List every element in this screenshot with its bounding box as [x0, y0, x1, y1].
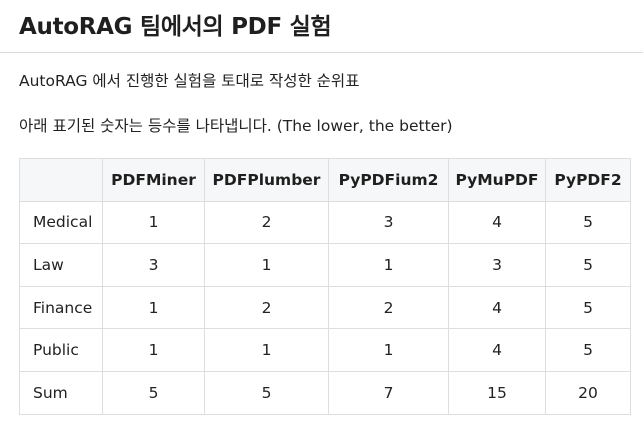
- table-cell: 5: [545, 200, 631, 245]
- table-cell: 1: [102, 285, 205, 330]
- header-cell-pypdf2: PyPDF2: [545, 158, 631, 202]
- page-title: AutoRAG 팀에서의 PDF 실험: [19, 14, 332, 40]
- table-cell: 5: [545, 328, 631, 372]
- table-cell: 7: [328, 370, 449, 415]
- table-cell: 5: [545, 243, 631, 287]
- header-cell-pdfminer: PDFMiner: [102, 158, 205, 202]
- table-row: Public 1 1 1 4 5: [19, 328, 631, 372]
- table-cell: 4: [448, 200, 546, 245]
- table-cell: 15: [448, 370, 546, 415]
- table-cell: 2: [204, 285, 329, 330]
- table-cell: 5: [204, 370, 329, 415]
- table-cell: 3: [448, 243, 546, 287]
- table-cell: 20: [545, 370, 631, 415]
- table-row: Sum 5 5 7 15 20: [19, 370, 631, 415]
- ranking-table: PDFMiner PDFPlumber PyPDFium2 PyMuPDF Py…: [19, 158, 631, 415]
- table-cell: 2: [204, 200, 329, 245]
- table-cell: 3: [102, 243, 205, 287]
- table-row: Law 3 1 1 3 5: [19, 243, 631, 287]
- intro-paragraph: AutoRAG 에서 진행한 실험을 토대로 작성한 순위표: [19, 72, 360, 90]
- table-cell: 1: [328, 243, 449, 287]
- header-cell-pypdfium2: PyPDFium2: [328, 158, 449, 202]
- row-label: Sum: [19, 370, 103, 415]
- title-divider: [0, 52, 643, 53]
- header-cell-pdfplumber: PDFPlumber: [204, 158, 329, 202]
- table-cell: 3: [328, 200, 449, 245]
- header-cell-pymupdf: PyMuPDF: [448, 158, 546, 202]
- table-cell: 1: [204, 328, 329, 372]
- table-cell: 5: [102, 370, 205, 415]
- table-cell: 1: [328, 328, 449, 372]
- row-label: Law: [19, 243, 103, 287]
- table-cell: 4: [448, 285, 546, 330]
- table-row: Medical 1 2 3 4 5: [19, 200, 631, 245]
- table-cell: 1: [102, 200, 205, 245]
- table-cell: 2: [328, 285, 449, 330]
- table-row: Finance 1 2 2 4 5: [19, 285, 631, 330]
- table-cell: 5: [545, 285, 631, 330]
- table-cell: 4: [448, 328, 546, 372]
- row-label: Finance: [19, 285, 103, 330]
- table-header-row: PDFMiner PDFPlumber PyPDFium2 PyMuPDF Py…: [19, 158, 631, 202]
- row-label: Medical: [19, 200, 103, 245]
- row-label: Public: [19, 328, 103, 372]
- header-cell-corner: [19, 158, 103, 202]
- table-cell: 1: [204, 243, 329, 287]
- table-cell: 1: [102, 328, 205, 372]
- note-paragraph: 아래 표기된 숫자는 등수를 나타냅니다. (The lower, the be…: [19, 117, 453, 135]
